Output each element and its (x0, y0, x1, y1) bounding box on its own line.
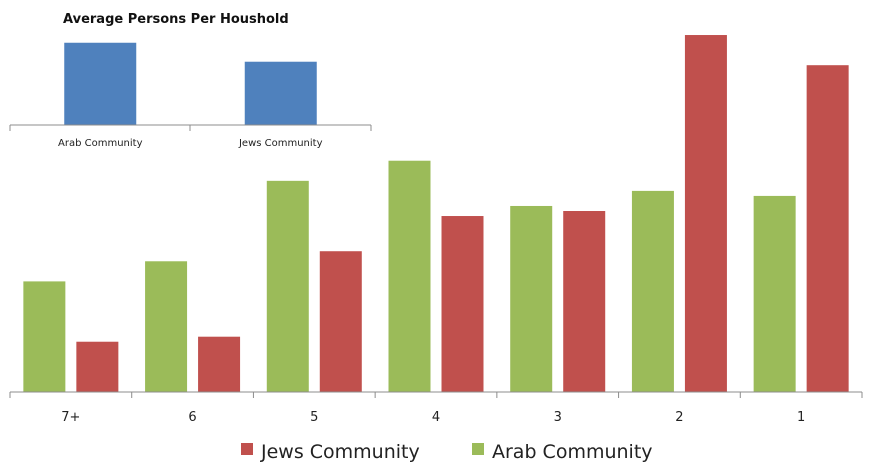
bar-arab-community-3 (510, 205, 553, 392)
bar-arab-community-1 (753, 195, 796, 392)
bar-arab-community-5 (266, 180, 309, 392)
legend-swatch-arab (472, 443, 484, 455)
bar-arab-community-2 (631, 190, 674, 392)
inset-x-label: Jews Community (238, 138, 323, 149)
inset-bar-arab-community (64, 42, 137, 125)
main-x-axis-ticks: 7+ 6 5 4 3 2 1 (9, 392, 863, 425)
x-tick-label: 7+ (61, 410, 80, 425)
bar-jews-community-6 (198, 336, 241, 392)
bar-arab-community-4 (388, 160, 431, 392)
main-bar-group (23, 35, 849, 393)
bar-jews-community-4 (441, 216, 484, 392)
x-tick-label: 1 (797, 410, 805, 425)
bar-jews-community-1 (806, 65, 849, 392)
bar-arab-community-7+ (23, 281, 66, 392)
inset-x-axis-labels: Arab Community Jews Community (58, 138, 323, 149)
legend-label-jews: Jews Community (260, 441, 420, 463)
inset-bar-jews-community (244, 61, 317, 125)
inset-x-label: Arab Community (58, 138, 143, 149)
bar-jews-community-3 (563, 211, 606, 392)
legend-swatch-jews (241, 443, 253, 455)
x-tick-label: 2 (675, 410, 683, 425)
bar-arab-community-6 (145, 261, 188, 392)
x-tick-label: 5 (310, 410, 318, 425)
inset-bar-group (64, 42, 317, 125)
x-tick-label: 6 (188, 410, 196, 425)
inset-title: Average Persons Per Houshold (63, 12, 289, 27)
x-tick-label: 3 (554, 410, 562, 425)
bar-jews-community-5 (319, 251, 362, 392)
bar-jews-community-2 (684, 35, 727, 393)
bar-jews-community-7+ (76, 341, 119, 392)
x-tick-label: 4 (432, 410, 440, 425)
legend: Jews Community Arab Community (241, 441, 653, 463)
inset-chart: Average Persons Per Houshold Arab Commun… (9, 12, 372, 149)
legend-label-arab: Arab Community (492, 441, 653, 463)
